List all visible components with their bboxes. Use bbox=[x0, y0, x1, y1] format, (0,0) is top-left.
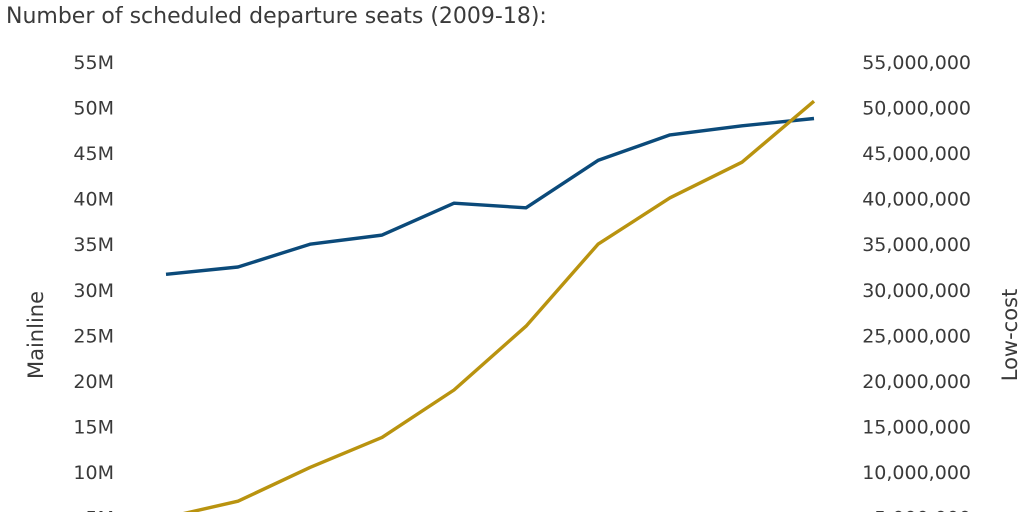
left-axis-tick-label: 40M bbox=[73, 189, 114, 211]
data-point-mainline bbox=[308, 242, 312, 246]
series-line-low-cost bbox=[182, 99, 816, 512]
data-point-mainline bbox=[668, 133, 672, 137]
right-axis-tick-label: 40,000,000 bbox=[862, 189, 971, 211]
chart-title: Number of scheduled departure seats (200… bbox=[6, 4, 547, 29]
left-axis-title: Mainline bbox=[24, 291, 48, 379]
right-axis-tick-label: 25,000,000 bbox=[862, 325, 971, 347]
left-axis-tick-label: 50M bbox=[73, 98, 114, 120]
left-axis-tick-label: 20M bbox=[73, 371, 114, 393]
data-point-mainline bbox=[164, 272, 168, 276]
right-axis-tick-label: 10,000,000 bbox=[862, 462, 971, 484]
data-point-low-cost bbox=[668, 196, 672, 200]
right-axis-tick-label: 15,000,000 bbox=[862, 416, 971, 438]
data-point-low-cost bbox=[596, 242, 600, 246]
data-point-mainline bbox=[380, 233, 384, 237]
left-axis-tick-label: 55M bbox=[73, 52, 114, 74]
data-point-low-cost bbox=[452, 388, 456, 392]
right-axis-tick-label: 20,000,000 bbox=[862, 371, 971, 393]
data-point-mainline bbox=[812, 116, 816, 120]
right-axis-tick-label: 45,000,000 bbox=[862, 143, 971, 165]
data-point-low-cost bbox=[524, 324, 528, 328]
data-point-mainline bbox=[596, 158, 600, 162]
right-axis-title: Low-cost bbox=[998, 289, 1022, 382]
right-axis-tick-label: 5,000,000 bbox=[874, 508, 971, 512]
right-axis-tick-label: 30,000,000 bbox=[862, 280, 971, 302]
left-axis-tick-label: 5M bbox=[86, 508, 114, 512]
left-axis-tick-label: 30M bbox=[73, 280, 114, 302]
data-point-low-cost bbox=[740, 160, 744, 164]
data-point-mainline bbox=[740, 124, 744, 128]
left-axis-tick-label: 35M bbox=[73, 234, 114, 256]
left-axis-tick-label: 45M bbox=[73, 143, 114, 165]
right-axis-tick-label: 55,000,000 bbox=[862, 52, 971, 74]
right-axis-tick-label: 50,000,000 bbox=[862, 98, 971, 120]
series-line-mainline bbox=[165, 116, 815, 276]
data-point-mainline bbox=[452, 201, 456, 205]
data-point-low-cost bbox=[380, 435, 384, 439]
data-point-mainline bbox=[524, 206, 528, 210]
data-point-low-cost bbox=[308, 465, 312, 469]
left-axis-tick-label: 25M bbox=[73, 325, 114, 347]
left-axis-tick-label: 10M bbox=[73, 462, 114, 484]
data-point-mainline bbox=[236, 265, 240, 269]
right-axis-tick-label: 35,000,000 bbox=[862, 234, 971, 256]
data-point-low-cost bbox=[236, 499, 240, 503]
left-axis-tick-label: 15M bbox=[73, 416, 114, 438]
data-point-low-cost bbox=[812, 99, 816, 103]
